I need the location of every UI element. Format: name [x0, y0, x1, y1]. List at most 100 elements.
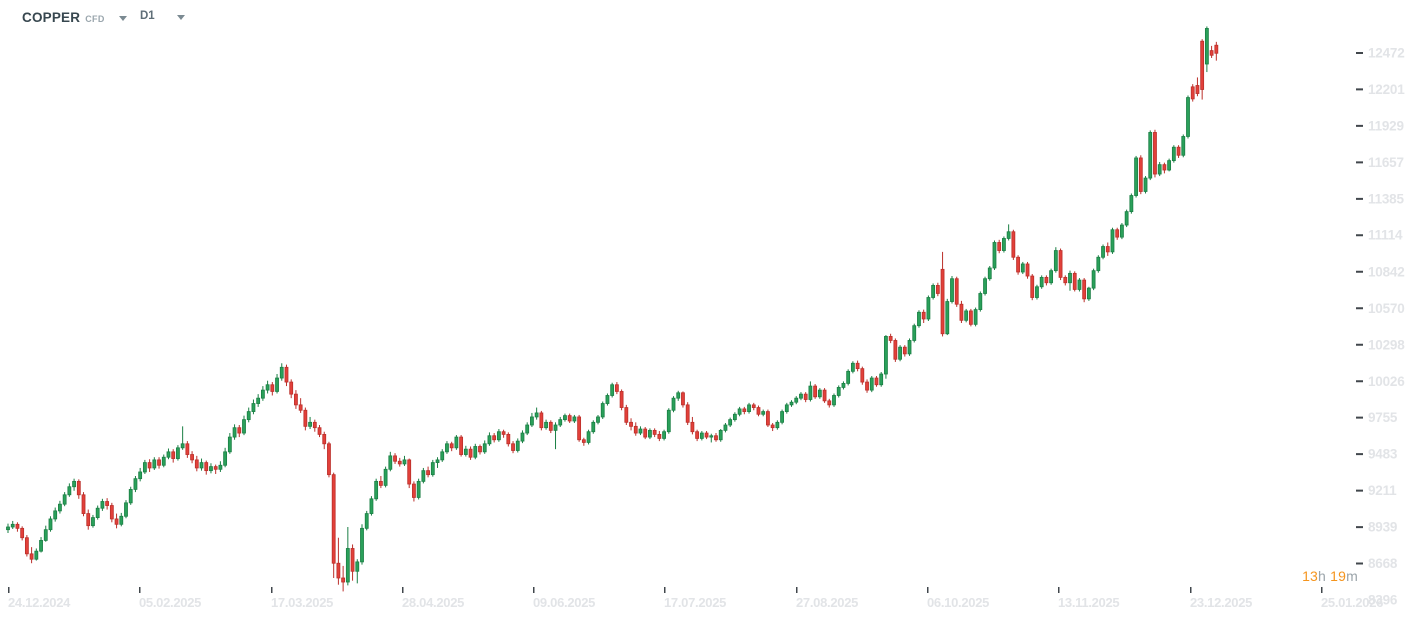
candle-body	[383, 468, 388, 486]
candle-body	[1120, 224, 1124, 238]
candle-body	[1148, 132, 1153, 179]
candle-body	[341, 577, 346, 583]
candle-body	[58, 503, 62, 512]
candle-body	[275, 377, 279, 392]
candle-body	[1129, 195, 1134, 213]
candle-body	[6, 526, 10, 531]
candle-body	[926, 297, 931, 320]
price-tick-label: 11385	[1368, 191, 1404, 206]
candle-body	[520, 432, 525, 442]
candle-body	[242, 419, 246, 434]
candle-body	[544, 421, 548, 429]
price-tick-label: 8668	[1368, 556, 1398, 571]
candle-body	[1167, 160, 1172, 171]
candle-body	[1072, 272, 1077, 290]
candle-body	[605, 395, 610, 404]
price-tick-label: 9211	[1368, 483, 1397, 498]
candle-body	[714, 435, 718, 441]
price-tick-dash	[1356, 343, 1363, 346]
candle-body	[1214, 44, 1219, 54]
candle-body	[232, 427, 237, 438]
chevron-down-icon	[176, 14, 185, 20]
candle-body	[1176, 146, 1181, 156]
candle-body	[355, 561, 360, 572]
candle-body	[577, 416, 582, 441]
candle-body	[997, 242, 1002, 251]
candle-body	[48, 518, 53, 531]
candle-body	[501, 431, 506, 435]
candle-body	[1134, 157, 1138, 196]
candle-body	[846, 370, 851, 384]
candle-body	[1077, 279, 1082, 290]
candle-body	[633, 425, 638, 434]
price-tick-label: 8396	[1368, 593, 1398, 608]
candle-body	[407, 459, 412, 485]
candle-body	[732, 413, 737, 421]
candle-body	[1204, 28, 1209, 65]
candle-body	[39, 540, 43, 552]
timeframe-selector[interactable]: D1	[140, 10, 185, 22]
candle-body	[662, 431, 666, 439]
candle-body	[459, 436, 464, 455]
candle-body	[345, 548, 350, 583]
candle-body	[766, 411, 770, 426]
price-axis[interactable]: 12472 12201 11929 11657 11385 11114 10842 10570…	[1356, 46, 1405, 608]
candle-body	[827, 400, 832, 406]
candle-body	[841, 382, 846, 388]
candle-body	[964, 310, 969, 321]
candle-body	[15, 523, 20, 529]
price-tick-dash	[1356, 307, 1363, 310]
candle-body	[1020, 263, 1025, 273]
candle-body	[643, 428, 648, 438]
candle-body	[1086, 287, 1091, 300]
candle-body	[1110, 229, 1115, 253]
candle-body	[374, 480, 379, 500]
candle-body	[690, 421, 695, 433]
symbol-selector[interactable]: COPPER CFD	[22, 10, 127, 25]
candle-body	[869, 377, 874, 391]
candle-body	[619, 391, 624, 408]
candle-body	[265, 384, 270, 391]
candle-body	[260, 389, 265, 399]
price-tick-dash	[1356, 197, 1363, 200]
candle-body	[1063, 276, 1068, 284]
candle-body	[284, 366, 289, 383]
candle-body	[893, 340, 898, 360]
candle-body	[454, 436, 459, 449]
price-tick-dash	[1356, 453, 1363, 456]
time-axis[interactable]: 24.12.2024 05.02.2025 17.03.2025 28.04.2025…	[8, 587, 1383, 610]
time-tick-dash	[1190, 587, 1192, 593]
candle-body	[416, 480, 421, 498]
candle-body	[992, 242, 997, 269]
candle-body	[270, 384, 275, 392]
candle-body	[874, 377, 879, 386]
candle-body	[364, 513, 369, 529]
time-tick-label: 24.12.2024	[8, 595, 71, 610]
candle-body	[1053, 250, 1058, 272]
candle-body	[610, 384, 615, 396]
candle-body	[360, 527, 364, 563]
candle-body	[817, 389, 822, 398]
candle-body	[945, 301, 950, 335]
candle-body	[1068, 272, 1072, 284]
candle-body	[43, 529, 48, 541]
time-tick-dash	[271, 587, 273, 593]
candle-body	[492, 435, 497, 441]
candle-body	[813, 385, 818, 398]
candle-body	[209, 466, 213, 472]
candle-body	[331, 474, 336, 564]
candle-body	[1091, 270, 1096, 289]
price-tick-label: 10570	[1368, 301, 1405, 316]
candle-body	[176, 447, 180, 459]
candle-body	[681, 392, 685, 406]
time-tick-label: 17.03.2025	[271, 595, 333, 610]
candle-body	[808, 385, 813, 400]
candle-body	[478, 446, 482, 453]
candle-body	[152, 459, 157, 469]
price-tick-dash	[1356, 52, 1363, 54]
candle-body	[10, 523, 15, 528]
candle-body	[728, 419, 733, 426]
candle-body	[581, 439, 586, 443]
